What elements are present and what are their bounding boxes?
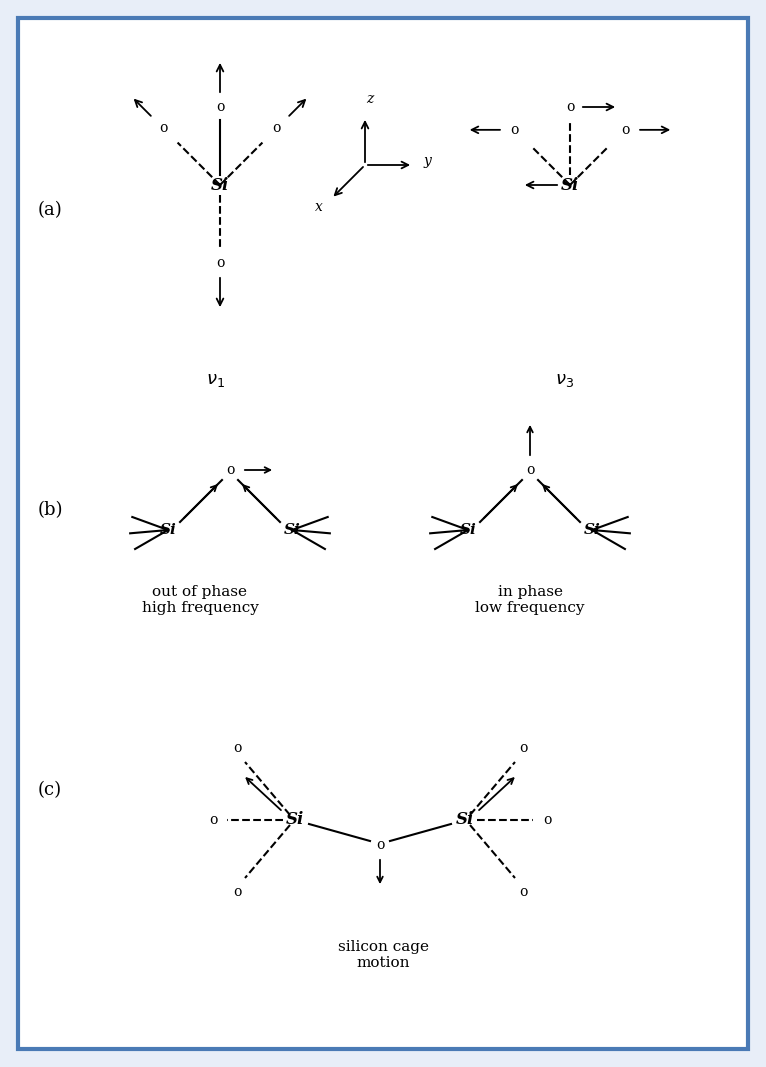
Text: o: o [566,100,574,114]
Text: o: o [543,813,552,827]
Text: $\nu_1$: $\nu_1$ [205,371,224,389]
Text: o: o [233,740,241,755]
Text: Si: Si [460,523,476,537]
Text: o: o [519,740,527,755]
Text: x: x [316,200,323,213]
Text: o: o [226,463,234,477]
Text: o: o [159,122,168,136]
Text: o: o [216,256,224,270]
Text: Si: Si [584,523,601,537]
Text: o: o [209,813,218,827]
Text: o: o [273,122,281,136]
Text: y: y [423,154,431,168]
Text: Si: Si [211,176,229,193]
Text: o: o [233,885,241,899]
Text: silicon cage
motion: silicon cage motion [338,940,428,970]
Text: (c): (c) [38,781,62,799]
Text: (b): (b) [38,501,64,519]
Text: z: z [366,92,374,106]
Text: Si: Si [456,812,474,828]
Text: (a): (a) [38,201,63,219]
Text: o: o [525,463,534,477]
Text: in phase
low frequency: in phase low frequency [475,585,584,616]
Text: Si: Si [561,176,579,193]
Text: o: o [519,885,527,899]
Text: Si: Si [286,812,304,828]
Text: $\nu_3$: $\nu_3$ [555,371,574,389]
Text: Si: Si [283,523,300,537]
Text: o: o [216,100,224,114]
Text: o: o [376,838,385,853]
Text: out of phase
high frequency: out of phase high frequency [142,585,258,616]
Text: o: o [511,123,519,137]
Text: o: o [621,123,630,137]
Text: Si: Si [159,523,176,537]
